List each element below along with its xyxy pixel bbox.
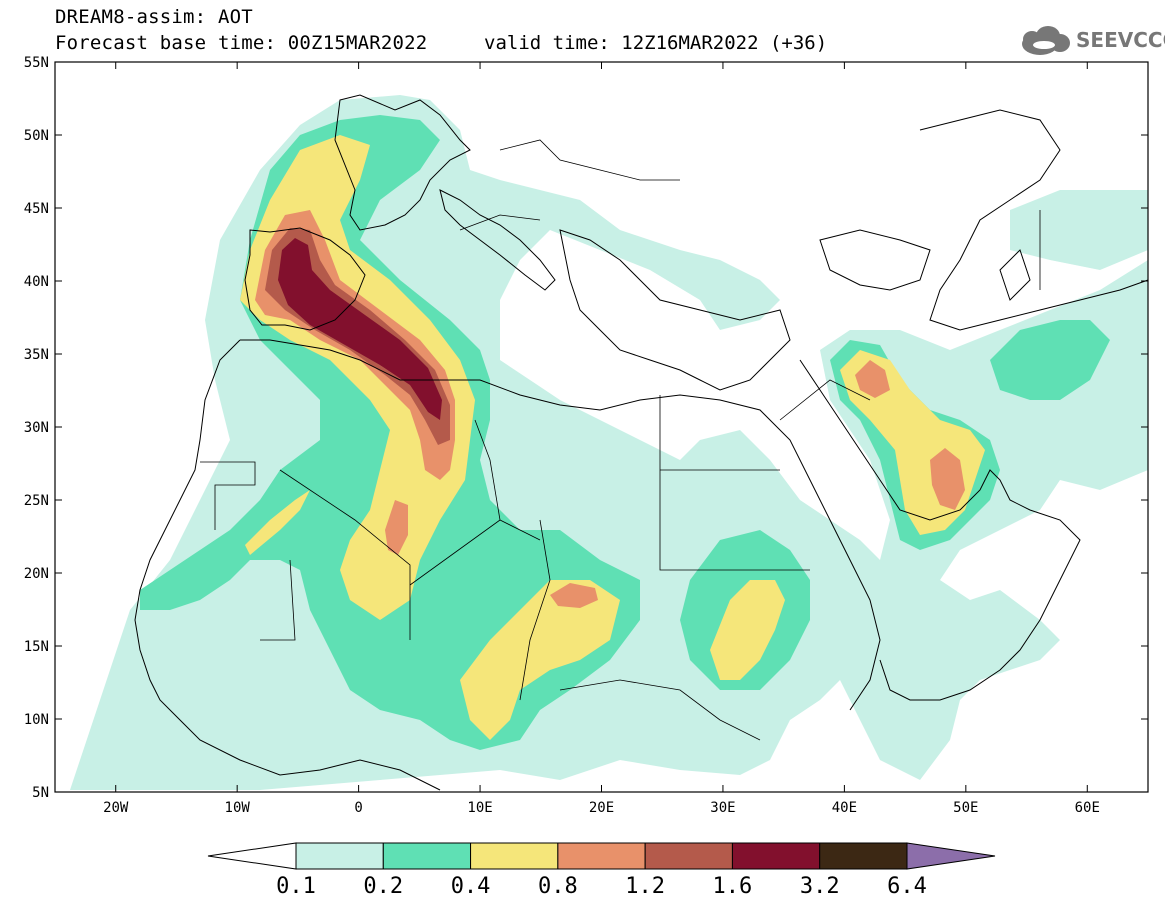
colorbar: 0.1 0.2 0.4 0.8 1.2 1.6 3.2 6.4: [207, 842, 996, 899]
lon-tick-label: 20E: [589, 800, 614, 816]
lon-tick-label: 10E: [467, 800, 492, 816]
lat-tick-label: 25N: [24, 493, 49, 509]
lat-tick-label: 45N: [24, 201, 49, 217]
longitude-axis: 20W 10W 0 10E 20E 30E 40E 50E 60E: [103, 62, 1100, 816]
colorbar-label: 0.4: [451, 874, 491, 899]
aot-field-moderate-sudan: [710, 580, 785, 680]
valid-time: valid time: 12Z16MAR2022 (+36): [484, 32, 828, 54]
lon-tick-label: 0: [354, 800, 362, 816]
lat-tick-label: 50N: [24, 128, 49, 144]
lat-tick-label: 15N: [24, 639, 49, 655]
colorbar-max-triangle: [906, 842, 996, 870]
lat-tick-label: 55N: [24, 55, 49, 71]
map-title: DREAM8-assim: AOT: [55, 6, 253, 28]
lat-tick-label: 10N: [24, 712, 49, 728]
lat-tick-label: 5N: [32, 785, 49, 801]
colorbar-swatch: [557, 842, 646, 870]
lon-tick-label: 20W: [103, 800, 129, 816]
colorbar-swatch: [470, 842, 559, 870]
forecast-base-time: Forecast base time: 00Z15MAR2022: [55, 32, 428, 54]
aot-field-moderate-band: [245, 490, 310, 555]
aot-field-moderate-chad: [460, 580, 620, 740]
colorbar-label: 1.2: [625, 874, 665, 899]
colorbar-swatch: [819, 842, 908, 870]
lat-tick-label: 30N: [24, 420, 49, 436]
lon-tick-label: 60E: [1075, 800, 1100, 816]
lon-tick-label: 10W: [225, 800, 251, 816]
colorbar-swatch: [731, 842, 821, 870]
aot-contours: [70, 95, 1148, 790]
aot-field-high-niger: [385, 500, 408, 555]
aot-field-low-east: [1010, 190, 1148, 270]
lon-tick-label: 30E: [710, 800, 735, 816]
logo-text: SEEVCCC: [1076, 28, 1165, 52]
lat-tick-label: 20N: [24, 566, 49, 582]
colorbar-label: 3.2: [800, 874, 840, 899]
colorbar-swatch: [644, 842, 733, 870]
country-borders: [200, 139, 1041, 741]
lon-tick-label: 50E: [953, 800, 978, 816]
colorbar-swatch: [295, 842, 384, 870]
colorbar-label: 0.1: [276, 874, 316, 899]
latitude-axis: 55N 50N 45N 40N 35N 30N 25N 20N 15N 10N 5N: [24, 55, 1148, 801]
lon-tick-label: 40E: [832, 800, 857, 816]
aot-field-high-saudi: [930, 448, 965, 510]
colorbar-min-triangle: [207, 842, 297, 870]
cloud-icon: [1022, 26, 1070, 55]
colorbar-label: 6.4: [887, 874, 927, 899]
aot-field-high-iraq: [855, 360, 890, 398]
aot-field-extreme: [278, 238, 442, 420]
aot-field-medium-iran: [990, 320, 1110, 400]
lat-tick-label: 35N: [24, 347, 49, 363]
coastlines: [134, 94, 1149, 791]
colorbar-label: 0.2: [363, 874, 403, 899]
lat-tick-label: 40N: [24, 274, 49, 290]
colorbar-label: 0.8: [538, 874, 578, 899]
colorbar-label: 1.6: [713, 874, 753, 899]
aot-field-high-chad: [550, 583, 598, 608]
colorbar-swatch: [382, 842, 472, 870]
